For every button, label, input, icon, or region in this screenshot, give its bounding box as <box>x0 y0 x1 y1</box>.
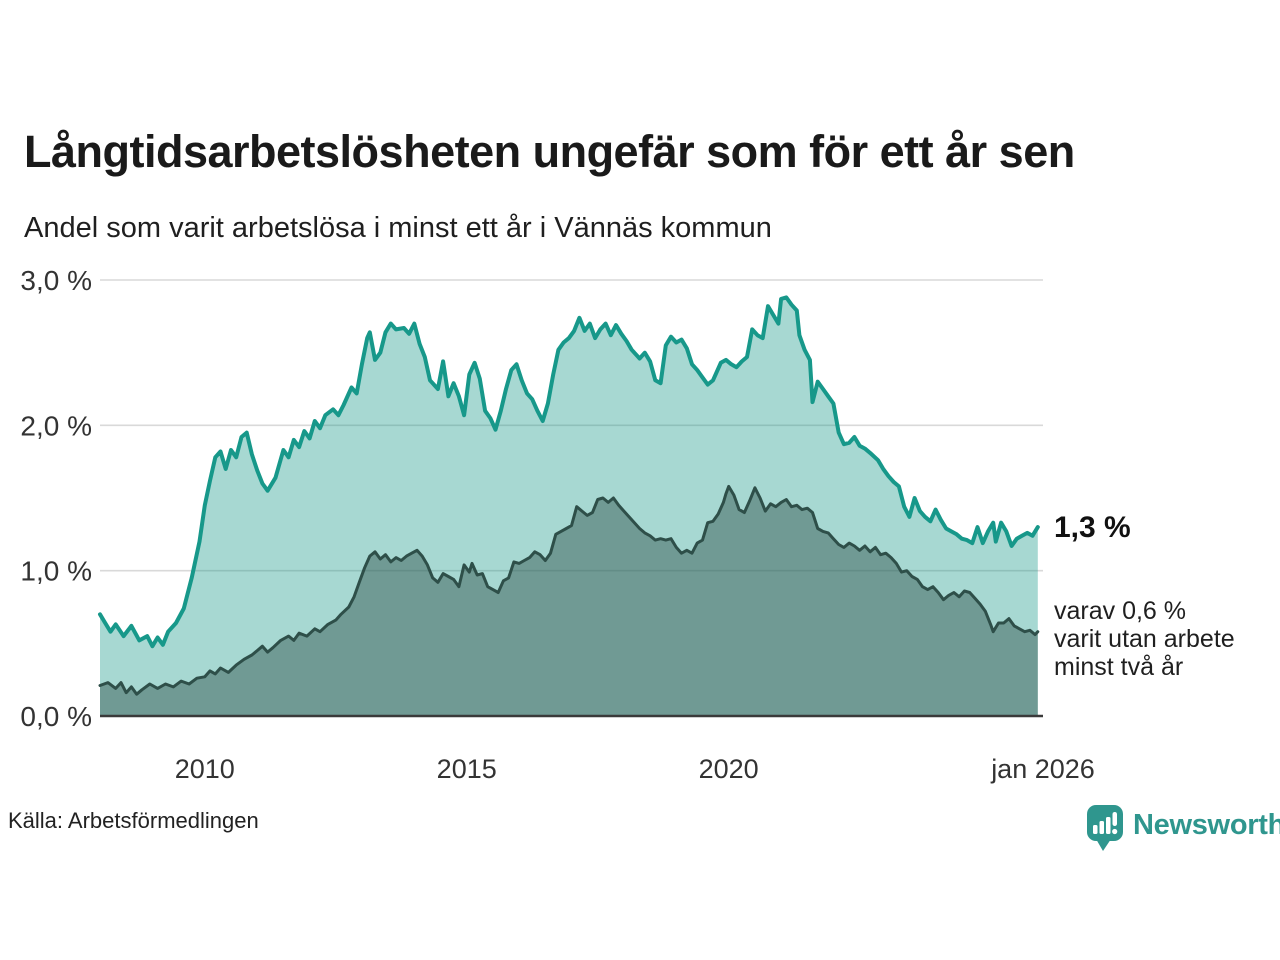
y-axis-tick-label: 3,0 % <box>20 265 92 296</box>
y-axis-tick-label: 0,0 % <box>20 701 92 732</box>
series-long-term-area <box>100 297 1038 716</box>
note-line-3: minst två år <box>1054 653 1184 681</box>
page-title: Långtidsarbetslösheten ungefär som för e… <box>24 126 1075 177</box>
series-very-long-term-line <box>98 484 1040 696</box>
newsworthy-logo: Newsworthy <box>1086 804 1280 852</box>
newsworthy-logo-icon <box>1087 805 1123 851</box>
series-end-value-label: 1,3 % <box>1054 511 1131 544</box>
y-axis-tick-label: 1,0 % <box>20 556 92 587</box>
note-line-2: varit utan arbete <box>1054 625 1235 653</box>
series-long-term-line <box>98 295 1040 649</box>
series-very-long-term-area <box>100 486 1038 716</box>
secondary-series-note: varav 0,6 % varit utan arbete minst två … <box>1054 597 1235 681</box>
chart-subtitle: Andel som varit arbetslösa i minst ett å… <box>24 212 772 244</box>
note-line-1: varav 0,6 % <box>1054 597 1187 625</box>
x-axis-tick-label: 2015 <box>437 754 497 784</box>
source-attribution: Källa: Arbetsförmedlingen <box>8 808 259 833</box>
x-axis-tick-label: 2020 <box>699 754 759 784</box>
y-axis-tick-label: 2,0 % <box>20 410 92 441</box>
x-axis-tick-label: jan 2026 <box>990 754 1095 784</box>
x-axis-tick-label: 2010 <box>175 754 235 784</box>
newsworthy-logo-text: Newsworthy <box>1133 809 1280 841</box>
